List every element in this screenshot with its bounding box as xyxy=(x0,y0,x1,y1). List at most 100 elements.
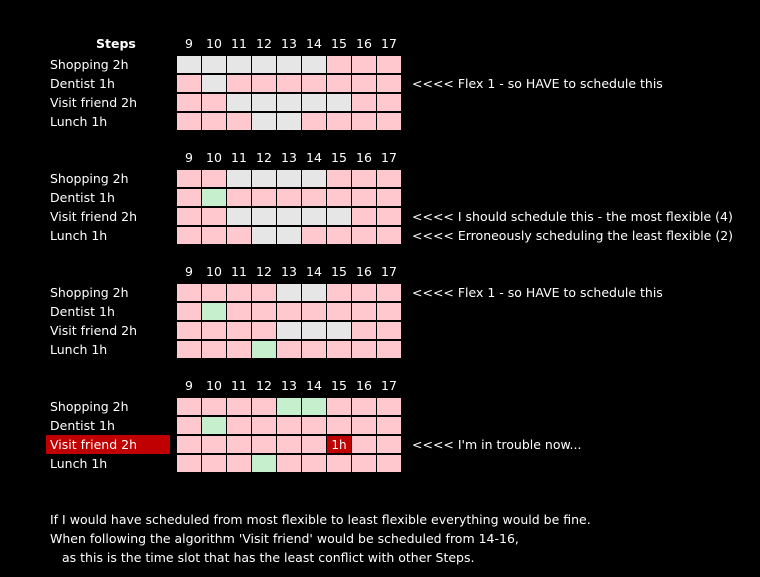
time-slot-cell xyxy=(276,435,302,454)
hour-label: 10 xyxy=(206,378,222,393)
time-slot-cell xyxy=(226,454,252,473)
time-slot-cell xyxy=(351,397,377,416)
time-slot-cell xyxy=(201,169,227,188)
time-slot-cell xyxy=(326,302,352,321)
time-slot-cell xyxy=(351,207,377,226)
time-slot-cell xyxy=(276,340,302,359)
time-slot-cell xyxy=(251,55,277,74)
step-label: Visit friend 2h xyxy=(50,323,138,338)
hour-label: 11 xyxy=(231,264,247,279)
time-slot-cell xyxy=(276,188,302,207)
time-slot-cell xyxy=(251,169,277,188)
step-label: Dentist 1h xyxy=(50,190,115,205)
time-slot-cell xyxy=(276,454,302,473)
hour-label: 14 xyxy=(306,36,322,51)
hour-label: 9 xyxy=(185,378,193,393)
time-slot-cell xyxy=(376,93,402,112)
time-slot-cell xyxy=(176,283,202,302)
hour-label: 12 xyxy=(256,264,272,279)
time-slot-cell xyxy=(226,93,252,112)
time-slot-cell xyxy=(226,207,252,226)
time-slot-cell xyxy=(376,340,402,359)
hour-label: 16 xyxy=(356,264,372,279)
time-slot-cell xyxy=(376,112,402,131)
time-slot-cell xyxy=(301,454,327,473)
time-slot-cell xyxy=(301,321,327,340)
time-slot-cell xyxy=(251,93,277,112)
time-slot-cell xyxy=(176,435,202,454)
time-slot-cell xyxy=(326,55,352,74)
time-slot-cell xyxy=(351,321,377,340)
time-slot-cell xyxy=(351,283,377,302)
hour-label: 11 xyxy=(231,378,247,393)
hour-label: 14 xyxy=(306,264,322,279)
time-slot-cell xyxy=(176,74,202,93)
step-label: Lunch 1h xyxy=(50,114,108,129)
time-slot-cell xyxy=(176,416,202,435)
time-slot-cell xyxy=(326,112,352,131)
time-slot-cell xyxy=(176,188,202,207)
time-slot-cell xyxy=(351,93,377,112)
time-slot-cell xyxy=(301,74,327,93)
time-slot-cell xyxy=(376,74,402,93)
time-slot-cell xyxy=(201,416,227,435)
footer-text: as this is the time slot that has the le… xyxy=(62,550,475,565)
hour-label: 17 xyxy=(381,150,397,165)
time-slot-cell xyxy=(226,112,252,131)
time-slot-cell xyxy=(326,454,352,473)
schedule-row xyxy=(176,74,402,93)
time-slot-cell xyxy=(201,207,227,226)
hour-label: 17 xyxy=(381,264,397,279)
time-slot-cell xyxy=(176,112,202,131)
hour-label: 16 xyxy=(356,378,372,393)
time-slot-cell xyxy=(176,397,202,416)
time-slot-cell xyxy=(251,283,277,302)
time-slot-cell xyxy=(251,340,277,359)
time-slot-cell xyxy=(176,169,202,188)
time-slot-cell xyxy=(251,207,277,226)
schedule-row xyxy=(176,169,402,188)
step-label: Dentist 1h xyxy=(50,304,115,319)
step-label: Lunch 1h xyxy=(50,342,108,357)
time-slot-cell xyxy=(176,321,202,340)
hour-label: 15 xyxy=(331,150,347,165)
hour-label: 11 xyxy=(231,36,247,51)
hour-label: 11 xyxy=(231,150,247,165)
time-slot-cell xyxy=(226,435,252,454)
time-slot-cell xyxy=(251,397,277,416)
time-slot-cell xyxy=(176,340,202,359)
steps-header: Steps xyxy=(96,36,136,51)
time-slot-cell xyxy=(201,397,227,416)
time-slot-cell xyxy=(301,55,327,74)
time-slot-cell xyxy=(176,226,202,245)
schedule-row xyxy=(176,416,402,435)
time-slot-cell xyxy=(276,283,302,302)
time-slot-cell xyxy=(201,340,227,359)
time-slot-cell xyxy=(376,321,402,340)
time-slot-cell xyxy=(201,93,227,112)
hour-label: 10 xyxy=(206,150,222,165)
time-slot-cell xyxy=(251,74,277,93)
time-slot-cell xyxy=(201,283,227,302)
time-slot-cell xyxy=(351,302,377,321)
time-slot-cell xyxy=(301,93,327,112)
schedule-row xyxy=(176,226,402,245)
time-slot-cell xyxy=(276,321,302,340)
schedule-row xyxy=(176,188,402,207)
hour-label: 9 xyxy=(185,150,193,165)
time-slot-cell xyxy=(226,169,252,188)
schedule-row xyxy=(176,340,402,359)
time-slot-cell xyxy=(176,207,202,226)
time-slot-cell xyxy=(251,112,277,131)
time-slot-cell xyxy=(301,435,327,454)
schedule-row xyxy=(176,454,402,473)
schedule-row xyxy=(176,283,402,302)
time-slot-cell xyxy=(351,435,377,454)
time-slot-cell xyxy=(326,321,352,340)
annotation-note: <<<< Erroneously scheduling the least fl… xyxy=(412,228,734,243)
time-slot-cell xyxy=(176,55,202,74)
time-slot-cell xyxy=(226,188,252,207)
annotation-note: <<<< I'm in trouble now... xyxy=(412,437,582,452)
time-slot-cell: 1h xyxy=(326,435,352,454)
time-slot-cell xyxy=(326,207,352,226)
